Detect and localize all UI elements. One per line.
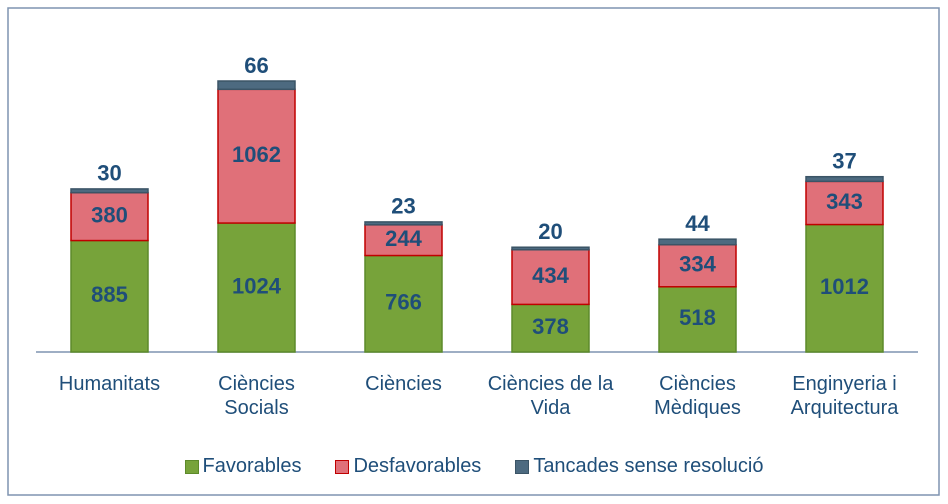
legend: Favorables Desfavorables Tancades sense re… bbox=[0, 455, 948, 478]
bar-segment bbox=[217, 222, 296, 353]
bar-segment bbox=[805, 223, 884, 353]
value-label: 766 bbox=[385, 290, 422, 315]
value-label: 885 bbox=[91, 282, 128, 307]
legend-item: Tancades sense resolució bbox=[515, 455, 763, 478]
value-label: 1062 bbox=[232, 142, 281, 167]
x-tick-label: Enginyeria i Arquitectura bbox=[790, 373, 899, 419]
bar-segment bbox=[70, 188, 149, 194]
value-label: 20 bbox=[538, 219, 562, 244]
legend-item: Desfavorables bbox=[335, 455, 481, 478]
bar-segment bbox=[70, 191, 149, 242]
legend-swatch bbox=[515, 459, 530, 474]
x-tick-label: Ciències de la Vida bbox=[487, 373, 614, 419]
x-tick-label: Ciències bbox=[365, 373, 442, 395]
legend-swatch bbox=[184, 459, 199, 474]
value-label: 244 bbox=[385, 226, 422, 251]
frame bbox=[7, 7, 940, 496]
value-label: 1024 bbox=[232, 273, 282, 298]
bar-segment bbox=[364, 254, 443, 353]
value-label: 334 bbox=[679, 252, 716, 277]
value-label: 23 bbox=[391, 194, 415, 219]
bar-segment bbox=[364, 221, 443, 226]
bar-segment bbox=[511, 246, 590, 251]
value-label: 1012 bbox=[820, 274, 869, 299]
bar-segment bbox=[217, 88, 296, 224]
bar-segment bbox=[70, 239, 149, 353]
value-label: 518 bbox=[679, 305, 716, 330]
legend-label: Desfavorables bbox=[353, 455, 482, 477]
bar-segment bbox=[511, 303, 590, 353]
x-tick-label: Ciències Socials bbox=[218, 373, 295, 419]
legend-label: Favorables bbox=[202, 455, 302, 477]
value-label: 30 bbox=[97, 161, 121, 186]
value-label: 380 bbox=[91, 202, 128, 227]
value-label: 37 bbox=[832, 149, 856, 174]
value-label: 66 bbox=[244, 53, 268, 78]
value-label: 343 bbox=[826, 189, 863, 214]
value-label: 378 bbox=[532, 314, 569, 339]
bar-segment bbox=[217, 80, 296, 91]
value-label: 44 bbox=[685, 211, 710, 236]
legend-item: Favorables bbox=[184, 455, 302, 478]
value-label: 434 bbox=[532, 263, 569, 288]
legend-swatch bbox=[335, 459, 350, 474]
legend-label: Tancades sense resolució bbox=[533, 455, 764, 477]
x-tick-label: Ciències Mèdiques bbox=[654, 373, 741, 419]
bar-segment bbox=[805, 175, 884, 183]
bar-segment bbox=[805, 180, 884, 226]
bar-segment bbox=[364, 224, 443, 257]
x-tick-label: Humanitats bbox=[58, 373, 161, 395]
bar-segment bbox=[658, 238, 737, 246]
